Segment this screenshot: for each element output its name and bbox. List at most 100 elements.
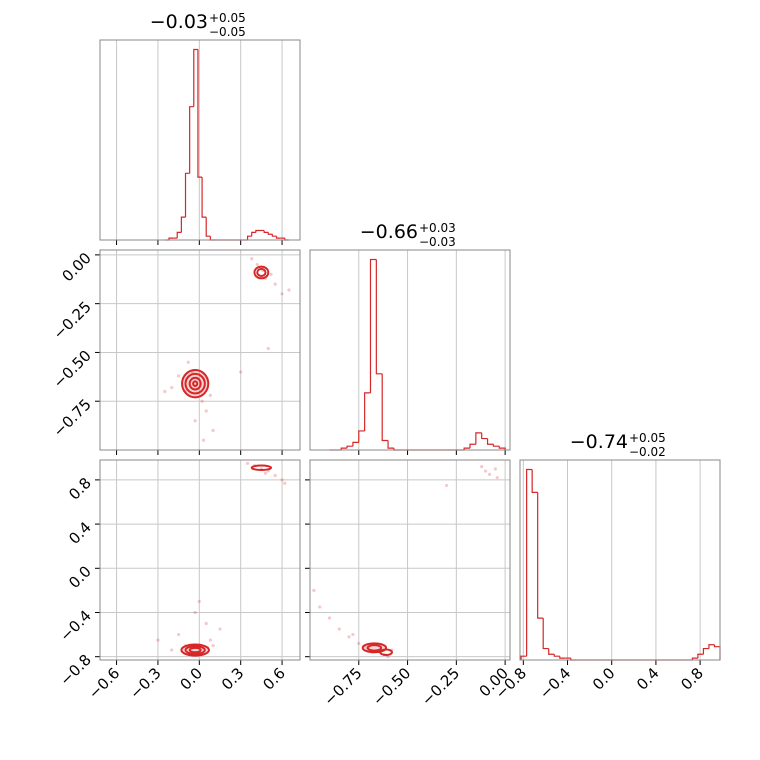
hist-step <box>340 447 348 450</box>
sample-point <box>193 610 197 615</box>
hist-step <box>498 446 506 450</box>
hist-step <box>469 443 476 449</box>
hist-step <box>381 373 389 442</box>
hist-step <box>475 432 482 445</box>
sample-point <box>273 473 277 478</box>
hist-step <box>463 447 470 450</box>
hist-step <box>486 438 494 445</box>
contour <box>184 372 206 395</box>
sample-point <box>493 467 497 471</box>
sample-point <box>444 483 449 488</box>
x-tick-label: 0.0 <box>177 664 207 694</box>
hist-step <box>346 445 353 449</box>
hist-step <box>492 444 500 447</box>
sample-point <box>200 399 204 403</box>
hist-step <box>691 657 698 660</box>
y-tick-label: −0.50 <box>50 347 95 392</box>
sample-point <box>480 465 484 469</box>
hist-step <box>369 258 377 393</box>
title-lower: −0.03 <box>419 235 456 249</box>
sample-point <box>327 616 332 620</box>
hist-step <box>251 231 256 237</box>
hist-step <box>520 655 527 660</box>
contour <box>188 646 202 654</box>
hist-step <box>531 469 538 493</box>
sample-point <box>269 272 273 276</box>
y-tick-label: 0.00 <box>58 249 94 285</box>
panel-title: −0.74 <box>570 431 628 453</box>
sample-point <box>170 385 174 390</box>
title-upper: +0.03 <box>419 221 456 235</box>
panel-frame <box>99 39 301 241</box>
sample-point <box>177 632 181 637</box>
contour <box>192 380 199 388</box>
hist-step <box>526 468 533 657</box>
hist-step <box>193 48 198 107</box>
sample-point <box>495 476 499 480</box>
title-lower: −0.05 <box>209 25 246 39</box>
panel-title: −0.66 <box>360 221 418 243</box>
y-tick-label: 0.8 <box>65 474 95 504</box>
hist-step <box>358 430 365 443</box>
contour <box>250 464 273 471</box>
contour <box>184 645 206 655</box>
sample-point <box>177 374 181 378</box>
sample-point <box>484 469 488 473</box>
hist-step <box>548 648 555 655</box>
hist-step <box>246 235 252 240</box>
x-tick-label: 0.4 <box>633 664 663 694</box>
sample-point <box>197 599 201 604</box>
hist-step <box>263 230 269 233</box>
hist-step <box>189 106 194 174</box>
hist-step <box>209 236 215 241</box>
sample-point <box>357 641 361 646</box>
hist-step <box>697 653 704 659</box>
x-tick-label: 0.6 <box>259 664 289 694</box>
sample-point <box>204 621 208 626</box>
hist-step <box>184 172 190 218</box>
sample-point <box>218 627 222 631</box>
y-tick-label: −0.4 <box>56 607 94 645</box>
y-tick-label: −0.25 <box>50 298 95 343</box>
title-upper: +0.05 <box>209 11 246 25</box>
hist-step <box>176 231 182 239</box>
hist-step <box>481 432 488 440</box>
y-tick-label: 0.4 <box>65 518 95 548</box>
hist-step <box>559 656 566 659</box>
sample-point <box>351 632 355 637</box>
sample-point <box>170 648 174 652</box>
sample-point <box>337 627 341 631</box>
hist-step <box>201 177 207 218</box>
sample-point <box>186 360 190 364</box>
title-lower: −0.02 <box>629 445 666 459</box>
hist-step <box>271 234 277 237</box>
hist-step <box>255 229 260 233</box>
hist-step <box>387 440 394 449</box>
sample-point <box>280 478 284 482</box>
panel-frame <box>99 459 301 661</box>
hist-step <box>364 392 371 431</box>
sample-point <box>245 461 250 465</box>
hist-step <box>267 232 273 235</box>
sample-point <box>487 472 492 476</box>
contour <box>379 648 393 657</box>
sample-point <box>280 292 284 296</box>
hist-step <box>542 618 549 650</box>
x-tick-label: −0.4 <box>536 664 574 702</box>
hist-step <box>352 441 359 447</box>
y-tick-label: 0.0 <box>65 562 95 592</box>
sample-point <box>239 370 243 374</box>
hist-step <box>537 492 544 619</box>
sample-point <box>318 605 322 609</box>
y-tick-label: −0.75 <box>50 395 95 440</box>
hist-step <box>180 216 186 233</box>
hist-step <box>553 654 560 657</box>
panel-frame <box>309 459 511 661</box>
panel-frame <box>99 249 301 451</box>
sample-point <box>255 263 259 267</box>
hist-step <box>708 644 715 649</box>
contour <box>253 265 270 280</box>
panel-title: −0.03 <box>150 11 208 33</box>
x-tick-label: −0.3 <box>126 664 164 702</box>
